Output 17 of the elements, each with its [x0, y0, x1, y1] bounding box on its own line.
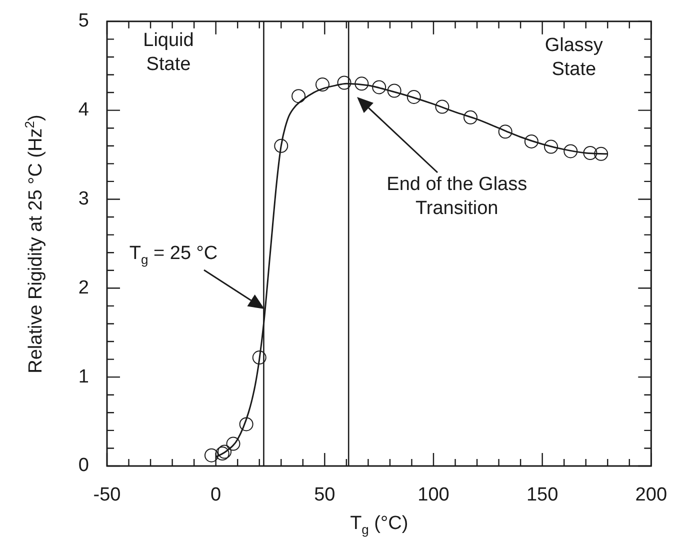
x-axis-title: T$_{g}$ (°C): [350, 512, 408, 537]
annotation: T$_{g}$ = 25 °C: [129, 242, 218, 267]
y-tick-label: 3: [78, 188, 89, 210]
y-tick-label: 0: [78, 455, 89, 476]
y-tick-label: 1: [78, 366, 89, 388]
x-tick-label: 0: [210, 484, 222, 506]
y-tick-label: 2: [78, 277, 89, 298]
annotation: End of the Glass Transition: [386, 173, 528, 222]
annotation: Glassy State: [544, 34, 604, 82]
x-tick-label: 200: [635, 484, 667, 506]
x-tick-label: 100: [418, 484, 450, 506]
y-tick-label: 5: [78, 10, 89, 32]
annotation: Liquid State: [142, 28, 195, 77]
x-tick-label: -50: [93, 484, 121, 506]
y-tick-label: 4: [78, 100, 90, 121]
x-tick-label: 50: [314, 484, 336, 506]
x-tick-label: 150: [526, 484, 558, 506]
